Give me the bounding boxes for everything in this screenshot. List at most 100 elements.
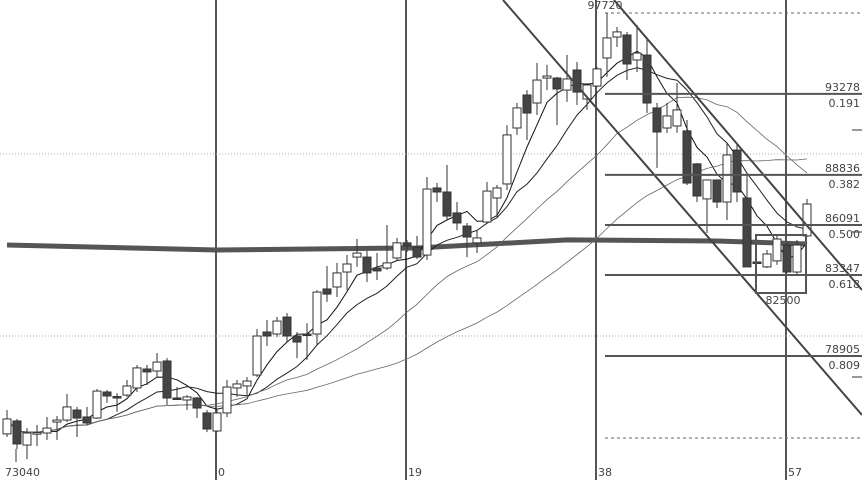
candle-down [72, 409, 82, 419]
candle-down [372, 267, 382, 272]
candle-up [2, 418, 12, 435]
candle-up [472, 237, 482, 244]
candle-up [512, 107, 522, 129]
candle-down [692, 163, 702, 197]
candle-down [142, 368, 152, 373]
candle-down [202, 412, 212, 430]
candle-down [432, 187, 442, 193]
x-tick-label: 19 [408, 466, 422, 479]
candle-down [302, 333, 312, 337]
candle-up [312, 291, 322, 335]
candle-up [382, 262, 392, 269]
candle-up [352, 252, 362, 258]
candle-up [562, 78, 572, 91]
moving-average-10 [6, 67, 808, 433]
candle-down [442, 191, 452, 217]
candle-down [112, 396, 122, 399]
candle-down [742, 197, 752, 268]
candle-down [192, 397, 202, 409]
fibonacci-ratio: 0.618 [829, 278, 861, 291]
candle-up [232, 383, 242, 389]
labels: 0 19 38 57 93278 0.191 88836 0.382 86091 0.500 833… [5, 0, 860, 479]
candle-up [212, 412, 222, 432]
candle-up [612, 31, 622, 38]
candle-up [62, 406, 72, 421]
low-price-label: 73040 [5, 466, 40, 479]
candle-up [662, 115, 672, 129]
candle-down [782, 244, 792, 273]
candle-up [222, 386, 232, 414]
candle-up [542, 75, 552, 79]
candle-down [462, 225, 472, 238]
x-tick-label: 38 [598, 466, 612, 479]
range-box [755, 234, 807, 294]
candle-down [452, 212, 462, 224]
x-tick-label: 57 [788, 466, 802, 479]
candle-down [642, 54, 652, 104]
high-price-label: 97720 [588, 0, 623, 12]
candles [2, 12, 812, 460]
candle-up [22, 432, 32, 446]
fibonacci-ratio: 0.500 [829, 228, 861, 241]
candle-up [152, 361, 162, 372]
trendline-lower [502, 0, 862, 416]
candle-up [272, 320, 282, 335]
candle-down [732, 149, 742, 193]
candle-up [602, 37, 612, 59]
candle-up [772, 238, 782, 262]
fibonacci-price: 93278 [825, 81, 860, 94]
candle-down [262, 331, 272, 337]
candle-down [282, 316, 292, 337]
candle-down [322, 288, 332, 295]
candle-up [132, 367, 142, 389]
candle-up [672, 109, 682, 127]
candle-down [292, 335, 302, 343]
candle-up [722, 154, 732, 203]
moving-average-40 [6, 158, 808, 433]
candle-down [12, 420, 22, 445]
candle-up [592, 68, 602, 87]
fibonacci-ratio: 0.191 [829, 97, 861, 110]
candle-up [32, 432, 42, 435]
fibonacci-price: 78905 [825, 343, 860, 356]
candle-up [182, 396, 192, 401]
candle-down [162, 360, 172, 399]
candle-down [552, 77, 562, 90]
long-moving-average [6, 237, 808, 253]
fibonacci-price: 86091 [825, 212, 860, 225]
candle-up [122, 385, 132, 396]
candle-down [712, 179, 722, 203]
fibonacci-ratio: 0.809 [829, 359, 861, 372]
candle-up [702, 179, 712, 200]
candle-up [762, 253, 772, 268]
candle-up [492, 187, 502, 199]
fibonacci-ratio: 0.382 [829, 178, 861, 191]
candle-down [522, 94, 532, 114]
candle-up [632, 52, 642, 61]
candle-up [52, 419, 62, 423]
candle-up [392, 242, 402, 259]
candle-up [792, 244, 802, 273]
candle-up [332, 272, 342, 288]
candle-down [172, 397, 182, 400]
candle-down [102, 391, 112, 397]
candle-up [502, 134, 512, 185]
candle-down [622, 34, 632, 65]
candle-down [402, 242, 412, 247]
candle-down [682, 130, 692, 184]
candle-up [342, 263, 352, 273]
candle-up [42, 427, 52, 434]
fibonacci-price: 83347 [825, 262, 860, 275]
fibonacci-price: 88836 [825, 162, 860, 175]
candle-up [252, 335, 262, 376]
box-low-label: 82500 [766, 294, 801, 307]
candle-up [242, 380, 252, 387]
candle-down [82, 416, 92, 424]
candle-up [532, 79, 542, 104]
trendline-upper [613, 0, 862, 291]
candle-down [412, 246, 422, 258]
drawing-tools [15, 0, 862, 462]
candle-up [92, 390, 102, 419]
candle-down [652, 107, 662, 133]
